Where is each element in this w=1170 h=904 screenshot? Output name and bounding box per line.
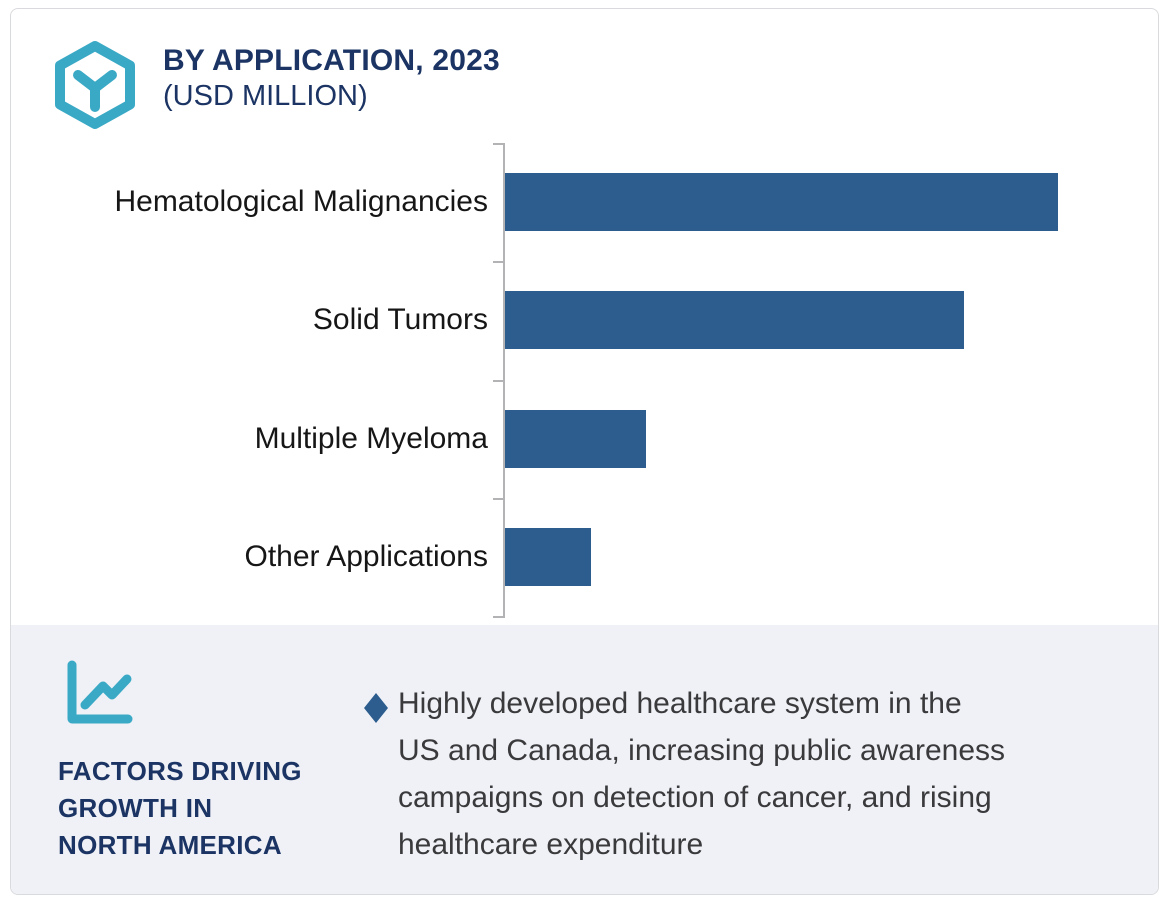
chart-title-block: BY APPLICATION, 2023 (USD MILLION) (163, 43, 500, 114)
chart-row: Multiple Myeloma (11, 380, 1158, 498)
category-label-hematological-malignancies: Hematological Malignancies (114, 185, 488, 218)
chart-row: Hematological Malignancies (11, 143, 1158, 261)
category-label-other-applications: Other Applications (244, 540, 488, 573)
diamond-bullet-icon (364, 693, 388, 723)
bar-chart: Hematological Malignancies Solid Tumors … (11, 143, 1158, 618)
hexagon-y-logo-icon (55, 41, 135, 129)
category-label-multiple-myeloma: Multiple Myeloma (254, 422, 488, 455)
line-chart-icon (67, 660, 133, 724)
bullet-text-line: healthcare expenditure (398, 828, 704, 861)
y-axis-line (503, 143, 505, 618)
factors-heading-line: GROWTH IN (58, 793, 213, 823)
infographic-card: BY APPLICATION, 2023 (USD MILLION) Hemat… (10, 8, 1159, 895)
category-label-solid-tumors: Solid Tumors (312, 303, 488, 336)
bar-track (505, 528, 1158, 586)
factors-heading-line: FACTORS DRIVING (58, 756, 302, 786)
axis-tick (493, 143, 503, 145)
chart-header: BY APPLICATION, 2023 (USD MILLION) (49, 39, 500, 131)
axis-tick (493, 261, 503, 263)
chart-subtitle: (USD MILLION) (163, 80, 368, 112)
bullet-text-line: Highly developed healthcare system in th… (398, 687, 962, 720)
bar-solid-tumors (505, 291, 965, 349)
factors-panel: FACTORS DRIVING GROWTH IN NORTH AMERICA … (11, 625, 1158, 894)
bar-other-applications (505, 528, 591, 586)
bullet-text-line: campaigns on detection of cancer, and ri… (398, 781, 992, 814)
chart-row: Solid Tumors (11, 261, 1158, 379)
factors-bullet-text: Highly developed healthcare system in th… (398, 680, 1005, 868)
bar-track (505, 410, 1158, 468)
axis-tick (493, 498, 503, 500)
chart-title: BY APPLICATION, 2023 (163, 44, 500, 77)
bullet-text-line: US and Canada, increasing public awarene… (398, 734, 1006, 767)
chart-row: Other Applications (11, 498, 1158, 616)
bar-track (505, 173, 1158, 231)
factors-heading: FACTORS DRIVING GROWTH IN NORTH AMERICA (58, 753, 302, 864)
bar-track (505, 291, 1158, 349)
bar-multiple-myeloma (505, 410, 647, 468)
bar-hematological-malignancies (505, 173, 1059, 231)
factors-heading-line: NORTH AMERICA (58, 830, 282, 860)
axis-tick (493, 380, 503, 382)
axis-tick (493, 616, 503, 618)
factors-bullet: Highly developed healthcare system in th… (364, 680, 1005, 868)
